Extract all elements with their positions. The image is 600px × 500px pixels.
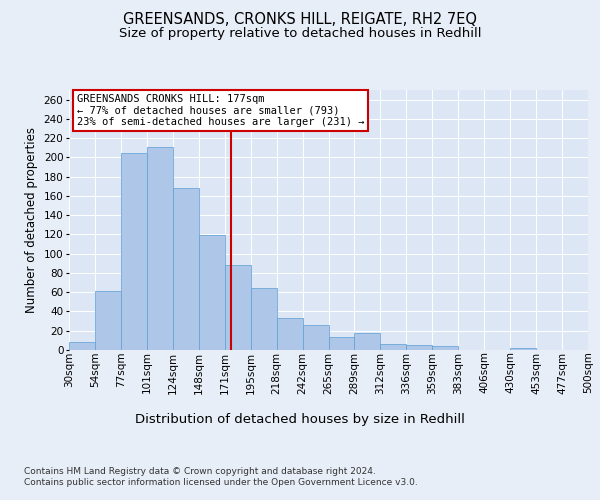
Text: Distribution of detached houses by size in Redhill: Distribution of detached houses by size …: [135, 412, 465, 426]
Text: GREENSANDS, CRONKS HILL, REIGATE, RH2 7EQ: GREENSANDS, CRONKS HILL, REIGATE, RH2 7E…: [123, 12, 477, 28]
Bar: [510, 348, 536, 350]
Bar: [69, 342, 95, 350]
Bar: [406, 345, 432, 350]
Bar: [121, 152, 147, 350]
Bar: [199, 236, 224, 350]
Bar: [277, 318, 302, 350]
Text: Contains HM Land Registry data © Crown copyright and database right 2024.
Contai: Contains HM Land Registry data © Crown c…: [24, 468, 418, 487]
Bar: [433, 346, 458, 350]
Y-axis label: Number of detached properties: Number of detached properties: [25, 127, 38, 313]
Bar: [147, 147, 173, 350]
Text: GREENSANDS CRONKS HILL: 177sqm
← 77% of detached houses are smaller (793)
23% of: GREENSANDS CRONKS HILL: 177sqm ← 77% of …: [77, 94, 364, 127]
Text: Size of property relative to detached houses in Redhill: Size of property relative to detached ho…: [119, 28, 481, 40]
Bar: [329, 336, 355, 350]
Bar: [380, 344, 406, 350]
Bar: [173, 188, 199, 350]
Bar: [225, 266, 251, 350]
Bar: [355, 332, 380, 350]
Bar: [251, 288, 277, 350]
Bar: [95, 292, 121, 350]
Bar: [302, 325, 329, 350]
